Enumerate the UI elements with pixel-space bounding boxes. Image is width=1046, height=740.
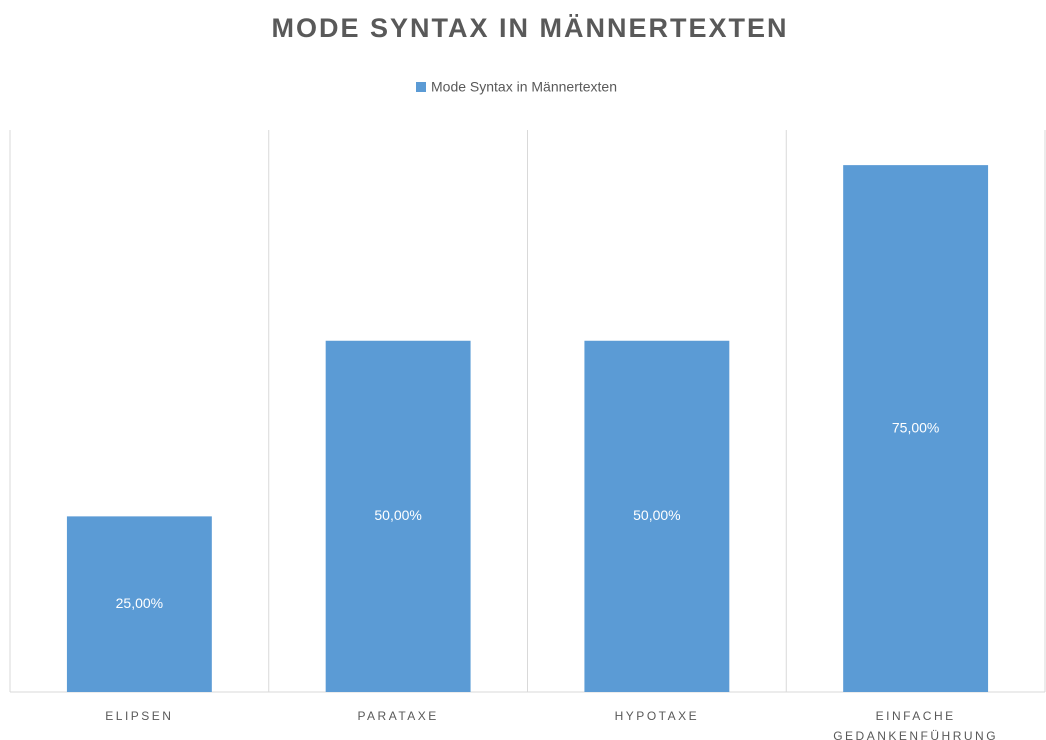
bar bbox=[325, 340, 471, 692]
data-label: 75,00% bbox=[892, 419, 939, 435]
x-tick-label: HYPOTAXE bbox=[614, 709, 700, 723]
bar bbox=[843, 165, 989, 692]
bar bbox=[66, 516, 212, 692]
data-label: 25,00% bbox=[116, 595, 163, 611]
chart-title: MODE SYNTAX IN MÄNNERTEXTEN bbox=[271, 13, 788, 43]
legend-swatch bbox=[416, 82, 426, 92]
bar bbox=[584, 340, 730, 692]
x-tick-label: EINFACHE GEDANKENFÜHRUNG bbox=[833, 709, 999, 740]
legend-label: Mode Syntax in Männertexten bbox=[431, 79, 617, 95]
x-tick-label: ELIPSEN bbox=[105, 709, 174, 723]
x-tick-label: PARATAXE bbox=[357, 709, 439, 723]
data-label: 50,00% bbox=[374, 507, 421, 523]
data-label: 50,00% bbox=[633, 507, 680, 523]
